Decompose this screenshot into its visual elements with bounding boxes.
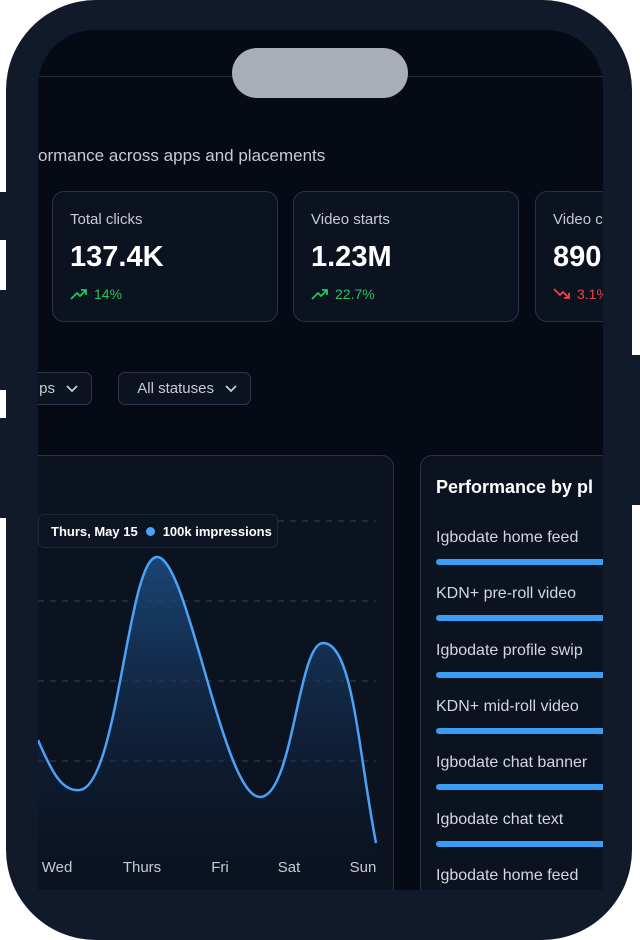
area	[38, 557, 376, 890]
filter-label: ps	[39, 380, 55, 397]
placement-bar	[436, 671, 603, 678]
x-label: Thurs	[122, 859, 162, 876]
filter[interactable]: ps	[38, 372, 92, 405]
card-change: 3.1%	[553, 286, 603, 302]
x-label: Sat	[277, 859, 301, 876]
placement-name: Igbodate home feed	[436, 866, 579, 884]
side-button	[0, 418, 10, 518]
card-label: Video starts	[311, 211, 390, 228]
change-text: 22.7%	[335, 286, 375, 302]
x-label: Fri	[211, 859, 229, 876]
placement-name: Igbodate chat banner	[436, 754, 588, 772]
chevron	[225, 384, 237, 392]
x-label: Sun	[349, 859, 377, 876]
filter-label: All statuses	[137, 380, 214, 397]
placement-bar	[436, 615, 603, 622]
screen: ormance across apps and placements Thurs…	[38, 30, 603, 890]
card-change: 14%	[70, 286, 122, 302]
notch	[232, 48, 408, 98]
legend-dot	[145, 526, 155, 536]
card-change: 22.7%	[311, 286, 375, 302]
line	[38, 555, 378, 844]
chevron	[66, 384, 78, 392]
placement-name: KDN+ mid-roll video	[436, 697, 579, 715]
card-label: Total clicks	[70, 211, 143, 228]
placement-name: KDN+ pre-roll video	[436, 585, 577, 603]
side-button	[0, 290, 10, 390]
panel-title: Performance by pl	[436, 477, 594, 497]
filter[interactable]: All statuses	[118, 372, 251, 405]
trend-icon	[311, 289, 328, 300]
change-text: 3.1%	[577, 286, 603, 302]
tooltip-date: Thurs, May 15	[51, 523, 138, 539]
stat-card: Video c 890 3.1%	[535, 191, 603, 322]
trend-icon	[70, 289, 87, 300]
x-label: Wed	[41, 859, 73, 876]
side-button	[0, 192, 10, 240]
placement-bar	[436, 559, 603, 565]
change-text: 14%	[94, 286, 123, 302]
trend-icon	[553, 288, 570, 299]
card-value: 890	[553, 241, 602, 273]
card-value: 1.23M	[311, 241, 392, 273]
placement-name: Igbodate home feed	[436, 529, 579, 546]
side-button	[630, 355, 640, 505]
placement-name: Igbodate profile swip	[436, 641, 583, 659]
placement-bar	[436, 784, 603, 791]
placement-bar	[436, 727, 603, 734]
placement-name: Igbodate chat text	[436, 810, 564, 828]
card-value: 137.4K	[70, 241, 164, 273]
tooltip: Thurs, May 15 100k impressions	[38, 514, 278, 548]
card-label: Video c	[553, 211, 603, 228]
placement-bar	[436, 840, 603, 847]
stat-card: Total clicks 137.4K 14%	[52, 191, 278, 322]
subtitle: ormance across apps and placements	[38, 146, 326, 165]
tooltip-value: 100k impressions	[162, 523, 272, 539]
stat-card: Video starts 1.23M 22.7%	[293, 191, 519, 322]
